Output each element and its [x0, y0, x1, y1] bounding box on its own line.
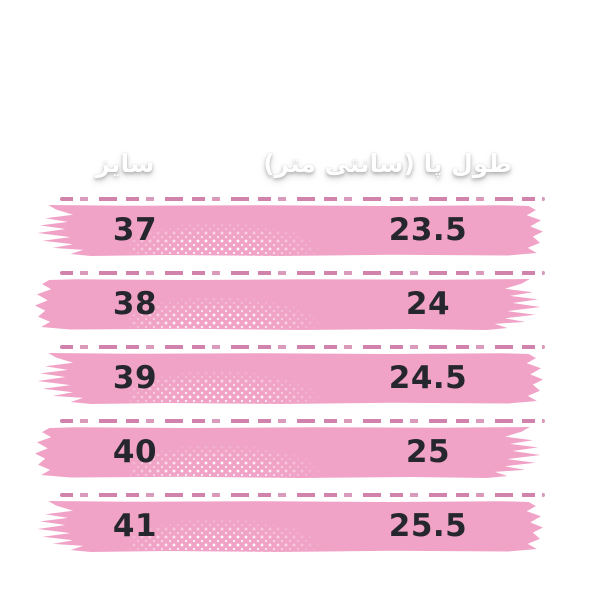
- size-row: 41 25.5: [35, 493, 545, 552]
- size-column-header: سایز: [95, 149, 155, 178]
- size-value: 41: [112, 508, 158, 544]
- foot-length-column-header: طول پا (سانتی متر): [263, 149, 512, 178]
- size-value: 39: [112, 360, 158, 396]
- size-row: 38 24: [35, 271, 545, 330]
- brush-dash-line: [60, 271, 545, 275]
- brush-dash-line: [60, 493, 545, 497]
- halftone-texture: [130, 443, 325, 478]
- size-row: 39 24.5: [35, 345, 545, 404]
- brush-dash-line: [60, 345, 545, 349]
- length-value: 23.5: [388, 212, 468, 248]
- length-value: 24: [405, 286, 451, 322]
- size-row: 37 23.5: [35, 197, 545, 256]
- halftone-texture: [130, 517, 325, 552]
- size-value: 37: [112, 212, 158, 248]
- halftone-texture: [130, 221, 325, 256]
- length-value: 25: [405, 434, 451, 470]
- halftone-texture: [130, 369, 325, 404]
- length-value: 25.5: [388, 508, 468, 544]
- size-value: 38: [112, 286, 158, 322]
- halftone-texture: [130, 295, 325, 330]
- size-row: 40 25: [35, 419, 545, 478]
- length-value: 24.5: [388, 360, 468, 396]
- brush-dash-line: [60, 419, 545, 423]
- brush-dash-line: [60, 197, 545, 201]
- size-value: 40: [112, 434, 158, 470]
